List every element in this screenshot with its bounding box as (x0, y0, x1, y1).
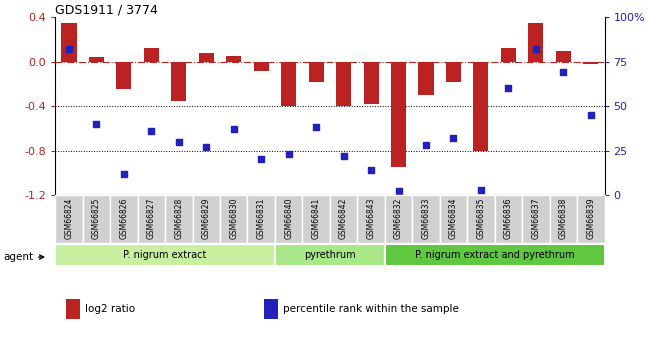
FancyBboxPatch shape (275, 244, 385, 266)
FancyBboxPatch shape (330, 195, 358, 243)
FancyBboxPatch shape (275, 195, 302, 243)
FancyBboxPatch shape (385, 195, 412, 243)
Text: GSM66843: GSM66843 (367, 197, 376, 239)
Bar (501, 48, 516, 62)
FancyBboxPatch shape (220, 195, 248, 243)
FancyBboxPatch shape (55, 195, 83, 243)
Bar (254, 62, 268, 71)
FancyBboxPatch shape (165, 195, 192, 243)
FancyBboxPatch shape (111, 195, 138, 243)
Text: GSM66825: GSM66825 (92, 197, 101, 239)
Text: GSM66829: GSM66829 (202, 197, 211, 239)
FancyBboxPatch shape (467, 195, 495, 243)
Text: GSM66842: GSM66842 (339, 197, 348, 239)
Point (586, 112, 596, 118)
Bar (336, 62, 351, 106)
Text: GDS1911 / 3774: GDS1911 / 3774 (55, 3, 158, 16)
Bar (528, 23, 543, 62)
Text: GSM66824: GSM66824 (64, 197, 73, 239)
Bar (391, 62, 406, 167)
FancyBboxPatch shape (192, 195, 220, 243)
FancyBboxPatch shape (412, 195, 439, 243)
Bar (116, 62, 131, 89)
Bar (264, 299, 278, 319)
Point (256, 157, 266, 162)
FancyBboxPatch shape (302, 195, 330, 243)
Bar (363, 62, 378, 104)
FancyBboxPatch shape (495, 195, 522, 243)
Point (146, 128, 157, 134)
Bar (446, 62, 461, 82)
Text: GSM66827: GSM66827 (147, 197, 156, 239)
Bar (199, 53, 214, 62)
Text: GSM66831: GSM66831 (257, 197, 266, 239)
Text: GSM66841: GSM66841 (311, 197, 320, 239)
FancyBboxPatch shape (522, 195, 550, 243)
Text: GSM66840: GSM66840 (284, 197, 293, 239)
Text: GSM66835: GSM66835 (476, 197, 486, 239)
Point (119, 171, 129, 176)
FancyBboxPatch shape (248, 195, 275, 243)
FancyBboxPatch shape (55, 244, 275, 266)
FancyBboxPatch shape (439, 195, 467, 243)
Text: GSM66834: GSM66834 (449, 197, 458, 239)
Bar (583, 62, 598, 64)
Text: percentile rank within the sample: percentile rank within the sample (283, 304, 459, 314)
FancyBboxPatch shape (577, 195, 605, 243)
Text: GSM66826: GSM66826 (120, 197, 129, 239)
Point (530, 47, 541, 52)
FancyBboxPatch shape (358, 195, 385, 243)
Point (421, 142, 431, 148)
Point (64, 47, 74, 52)
Text: P. nigrum extract and pyrethrum: P. nigrum extract and pyrethrum (415, 250, 575, 260)
Text: GSM66828: GSM66828 (174, 197, 183, 239)
FancyBboxPatch shape (138, 195, 165, 243)
Text: P. nigrum extract: P. nigrum extract (124, 250, 207, 260)
Text: GSM66833: GSM66833 (421, 197, 430, 239)
Bar (172, 62, 187, 100)
Bar (281, 62, 296, 106)
Bar (556, 51, 571, 62)
Bar (62, 23, 77, 62)
Point (201, 144, 211, 150)
Text: pyrethrum: pyrethrum (304, 250, 356, 260)
Bar (226, 56, 241, 62)
FancyBboxPatch shape (83, 195, 110, 243)
Point (393, 189, 404, 194)
Point (503, 86, 514, 91)
Point (283, 151, 294, 157)
Text: GSM66838: GSM66838 (559, 197, 568, 239)
Bar (419, 62, 434, 95)
Point (448, 135, 459, 141)
Bar (89, 57, 104, 62)
Point (476, 187, 486, 193)
Bar (309, 62, 324, 82)
FancyBboxPatch shape (550, 195, 577, 243)
Text: log2 ratio: log2 ratio (85, 304, 136, 314)
Point (558, 70, 569, 75)
Text: GSM66832: GSM66832 (394, 197, 403, 239)
FancyBboxPatch shape (385, 244, 604, 266)
Point (366, 167, 376, 173)
Point (91, 121, 101, 127)
Bar (66, 299, 80, 319)
Text: GSM66839: GSM66839 (586, 197, 595, 239)
Bar (473, 62, 488, 150)
Point (311, 125, 321, 130)
Point (339, 153, 349, 159)
Text: agent: agent (3, 252, 44, 262)
Text: GSM66837: GSM66837 (531, 197, 540, 239)
Text: GSM66836: GSM66836 (504, 197, 513, 239)
Bar (144, 48, 159, 62)
Text: GSM66830: GSM66830 (229, 197, 239, 239)
Point (174, 139, 184, 144)
Point (229, 126, 239, 132)
